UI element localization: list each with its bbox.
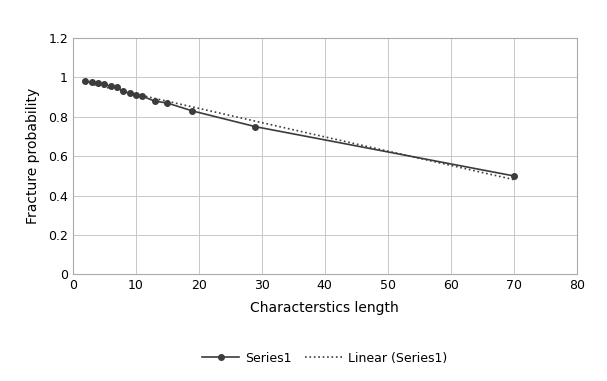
Y-axis label: Fracture probability: Fracture probability (25, 88, 39, 224)
Legend: Series1, Linear (Series1): Series1, Linear (Series1) (197, 347, 453, 370)
X-axis label: Characterstics length: Characterstics length (250, 301, 399, 314)
